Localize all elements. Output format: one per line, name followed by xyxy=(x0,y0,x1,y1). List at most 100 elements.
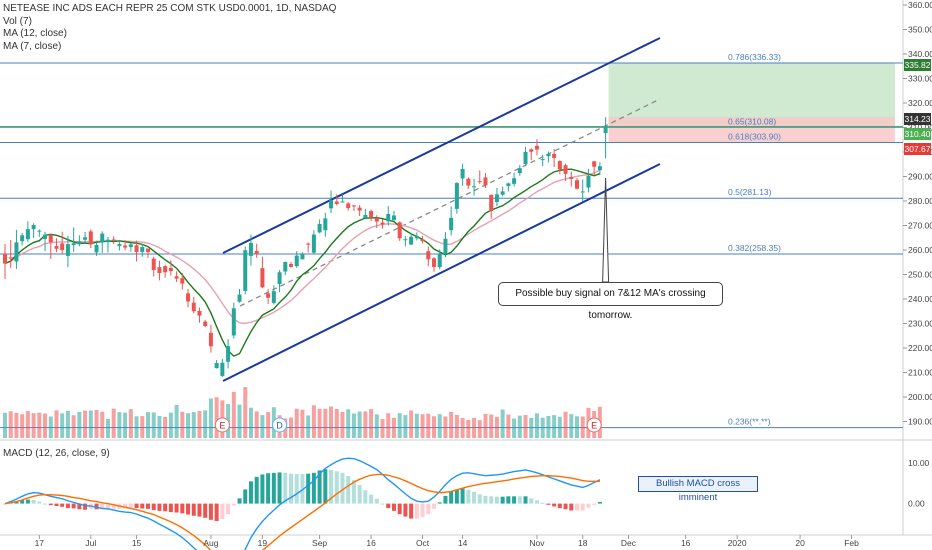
volume-bar xyxy=(294,408,299,438)
macd-histogram-bar xyxy=(449,491,454,504)
macd-histogram-bar xyxy=(346,476,351,504)
volume-bar xyxy=(48,416,53,438)
candle-body xyxy=(266,293,271,298)
candle-body xyxy=(65,244,70,256)
candle-body xyxy=(494,194,499,202)
macd-histogram-bar xyxy=(386,503,391,509)
candle-body xyxy=(603,126,608,134)
volume-bar xyxy=(3,412,7,438)
volume-bar xyxy=(477,420,482,438)
price-tick-label: 270.00 xyxy=(908,221,932,231)
volume-bar xyxy=(117,412,122,438)
candle-body xyxy=(569,176,574,179)
volume-bar xyxy=(420,414,425,438)
volume-bar xyxy=(512,418,517,438)
candle-body xyxy=(317,224,322,233)
candle-body xyxy=(25,229,30,240)
candle-body xyxy=(105,239,110,243)
macd-histogram-bar xyxy=(563,503,568,510)
volume-bar xyxy=(500,409,505,438)
volume-bar xyxy=(20,414,25,438)
macd-pane xyxy=(3,457,602,550)
candle-body xyxy=(289,263,293,267)
price-tick-label: 280.00 xyxy=(908,196,932,206)
volume-bar xyxy=(231,391,236,438)
volume-bar xyxy=(580,416,585,438)
volume-bar xyxy=(523,414,528,438)
macd-histogram-bar xyxy=(48,503,53,506)
volume-bar xyxy=(409,410,414,438)
candle-body xyxy=(231,308,236,336)
candle-body xyxy=(546,153,551,157)
price-axis: 360.00350.00340.00330.00320.00310.00300.… xyxy=(903,0,932,509)
volume-bar xyxy=(248,407,253,438)
candle-body xyxy=(460,168,465,179)
macd-histogram-bar xyxy=(432,503,436,509)
moving-averages xyxy=(4,168,601,357)
candle-body xyxy=(437,254,442,268)
macd-histogram-bar xyxy=(534,500,539,504)
candle-body xyxy=(157,267,162,274)
volume-bar xyxy=(426,413,431,438)
candle-body xyxy=(580,191,585,193)
volume-bar xyxy=(140,416,145,438)
price-tick-label: 290.00 xyxy=(908,172,932,182)
macd-histogram-bar xyxy=(134,503,139,509)
macd-histogram-bar xyxy=(65,503,70,509)
macd-histogram-bar xyxy=(163,503,168,512)
fib-label: 0.5(281.13) xyxy=(728,187,772,197)
macd-histogram-bar xyxy=(77,503,82,510)
macd-histogram-bar xyxy=(289,473,293,504)
event-marker xyxy=(586,417,602,433)
time-tick-label: Oct xyxy=(416,538,430,548)
candle-body xyxy=(220,362,225,376)
candle-body xyxy=(140,247,145,252)
macd-histogram-bar xyxy=(260,474,265,504)
candle-body xyxy=(111,239,116,241)
candle-body xyxy=(597,166,602,171)
volume-bar xyxy=(243,387,248,438)
candle-body xyxy=(523,152,528,165)
fib-levels: 0.786(336.33) 0.65(310.08) 0.618(303.90) 0.… xyxy=(0,52,903,429)
volume-bar xyxy=(449,411,454,438)
macd-histogram-bar xyxy=(3,503,7,505)
channel-upper-line xyxy=(222,37,661,254)
macd-histogram-bar xyxy=(500,496,505,504)
time-tick-label: Sep xyxy=(312,538,327,548)
volume-bar xyxy=(300,409,305,438)
candle-body xyxy=(88,231,93,245)
candle-body xyxy=(277,272,282,285)
ma12-indicator-label: MA (12, close) xyxy=(3,28,67,39)
volume-bar xyxy=(340,411,345,438)
volume-bar xyxy=(472,417,477,438)
macd-histogram-bar xyxy=(248,481,253,504)
candle-body xyxy=(540,159,545,161)
volume-bar xyxy=(60,413,65,438)
volume-bar xyxy=(31,413,36,438)
macd-histogram-bar xyxy=(140,503,145,509)
candle-body xyxy=(77,241,82,245)
candle-body xyxy=(168,267,173,272)
candle-body xyxy=(174,276,179,279)
candle-body xyxy=(43,234,48,239)
candle-body xyxy=(409,236,414,245)
macd-histogram-bar xyxy=(557,503,562,509)
price-tick-label: 240.00 xyxy=(908,294,932,304)
volume-bar xyxy=(254,411,259,438)
price-tick-label: 250.00 xyxy=(908,270,932,280)
candle-body xyxy=(563,165,568,174)
candle-body xyxy=(374,218,379,222)
macd-histogram-bar xyxy=(220,503,225,519)
candle-body xyxy=(517,168,522,174)
volume-bar xyxy=(168,412,173,438)
volume-bar xyxy=(306,415,311,438)
candlesticks xyxy=(3,117,608,378)
chart-legend: NETEASE INC ADS EACH REPR 25 COM STK USD… xyxy=(3,3,336,53)
channel-lower-line xyxy=(222,163,661,382)
macd-histogram-bar xyxy=(460,488,465,504)
candle-body xyxy=(592,161,597,167)
event-marker-label: D xyxy=(276,421,283,431)
macd-histogram-bar xyxy=(477,494,482,504)
candle-body xyxy=(323,218,328,231)
